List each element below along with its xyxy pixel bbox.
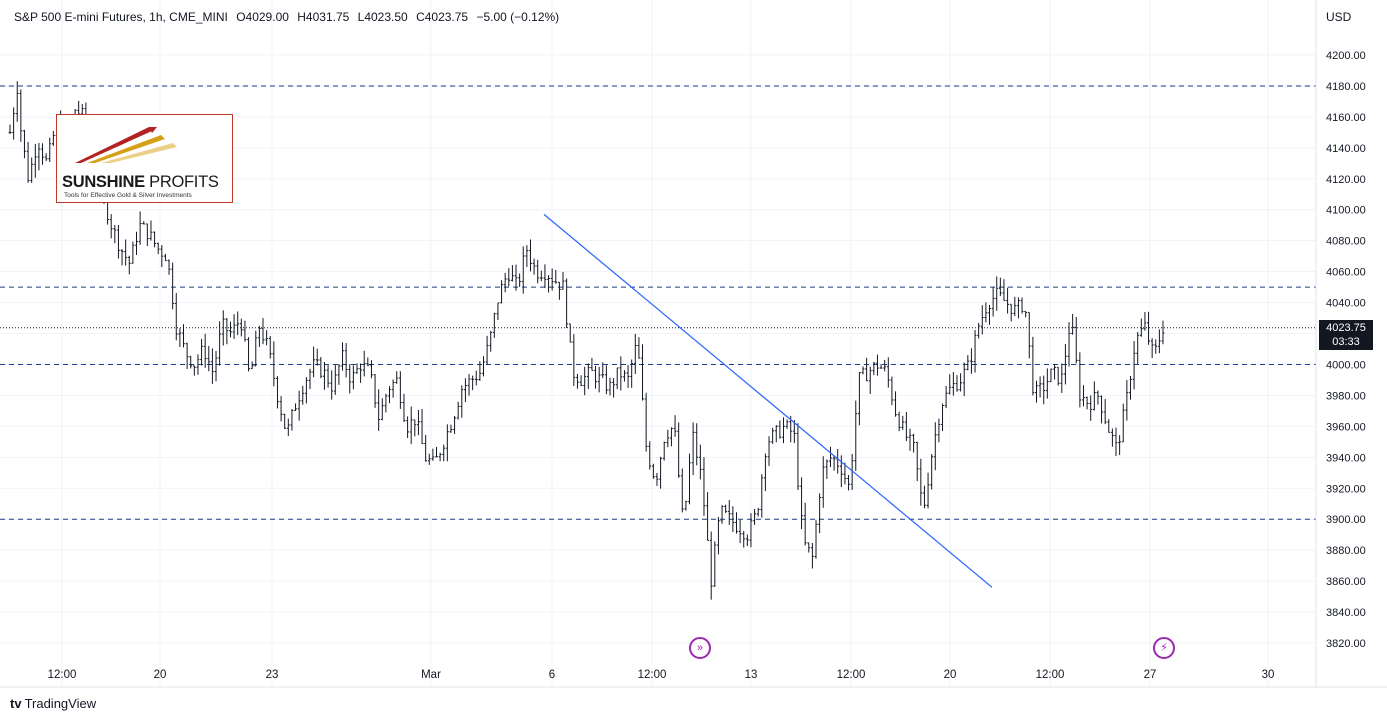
x-tick-label: 12:00	[1036, 669, 1065, 681]
y-tick-label: 4000.00	[1326, 359, 1366, 371]
x-tick-label: Mar	[421, 669, 441, 681]
y-tick-label: 3960.00	[1326, 421, 1366, 433]
logo-swoosh-icon	[75, 127, 177, 163]
x-tick-label: 20	[944, 669, 957, 681]
y-tick-label: 4160.00	[1326, 112, 1366, 124]
price-axis: 4200.00 4180.00 4160.00 4140.00 4120.00 4100.…	[1326, 50, 1366, 650]
trendline	[543, 213, 993, 588]
chart-grid	[0, 0, 1316, 687]
logo-name: SUNSHINE PROFITS	[62, 173, 219, 191]
lightning-icon[interactable]: ⚡	[1153, 637, 1175, 659]
logo-tagline: Tools for Effective Gold & Silver Invest…	[64, 192, 192, 199]
y-tick-label: 3920.00	[1326, 483, 1366, 495]
ohlc-close: C4023.75	[416, 10, 469, 24]
y-tick-label: 3940.00	[1326, 452, 1366, 464]
candle-series	[8, 81, 1165, 600]
y-tick-label: 3880.00	[1326, 545, 1366, 557]
x-tick-label: 12:00	[638, 669, 667, 681]
y-tick-label: 4140.00	[1326, 143, 1366, 155]
symbol-header: S&P 500 E-mini Futures, 1h, CME_MINI O40…	[14, 10, 564, 24]
y-tick-label: 3820.00	[1326, 638, 1366, 650]
tradingview-text: TradingView	[24, 696, 97, 711]
ohlc-high: H4031.75	[297, 10, 350, 24]
y-tick-label: 3900.00	[1326, 514, 1366, 526]
symbol-title[interactable]: S&P 500 E-mini Futures, 1h, CME_MINI	[14, 10, 228, 24]
ohlc-open: O4029.00	[236, 10, 289, 24]
last-price-tag: 4023.75 03:33	[1319, 320, 1373, 350]
y-tick-label: 4060.00	[1326, 267, 1366, 279]
trendline-layer	[543, 213, 993, 588]
y-tick-label: 4040.00	[1326, 298, 1366, 310]
y-tick-label: 3860.00	[1326, 576, 1366, 588]
last-price-value: 4023.75	[1326, 322, 1366, 334]
y-tick-label: 4180.00	[1326, 81, 1366, 93]
y-tick-label: 3980.00	[1326, 390, 1366, 402]
currency-label[interactable]: USD	[1326, 10, 1352, 24]
x-tick-label: 13	[745, 669, 758, 681]
x-tick-label: 12:00	[48, 669, 77, 681]
y-tick-label: 4200.00	[1326, 50, 1366, 62]
arrow-right-icon[interactable]: »	[689, 637, 711, 659]
ohlc-low: L4023.50	[357, 10, 408, 24]
x-tick-label: 12:00	[837, 669, 866, 681]
ohlc-change: −5.00 (−0.12%)	[476, 10, 560, 24]
bar-countdown: 03:33	[1332, 336, 1360, 348]
time-axis: 12:00 20 23 Mar 6 12:00 13 12:00 20 12:00 27 30	[48, 669, 1275, 681]
tradingview-logo[interactable]: tv TradingView	[10, 696, 96, 711]
sunshine-profits-logo: SUNSHINE PROFITS Tools for Effective Gol…	[56, 114, 233, 203]
y-tick-label: 3840.00	[1326, 607, 1366, 619]
tradingview-icon: tv	[10, 696, 22, 711]
x-tick-label: 23	[266, 669, 279, 681]
x-tick-label: 20	[154, 669, 167, 681]
y-tick-label: 4120.00	[1326, 174, 1366, 186]
y-tick-label: 4080.00	[1326, 236, 1366, 248]
y-tick-label: 4100.00	[1326, 205, 1366, 217]
x-tick-label: 30	[1262, 669, 1275, 681]
x-tick-label: 6	[549, 669, 555, 681]
x-tick-label: 27	[1144, 669, 1157, 681]
